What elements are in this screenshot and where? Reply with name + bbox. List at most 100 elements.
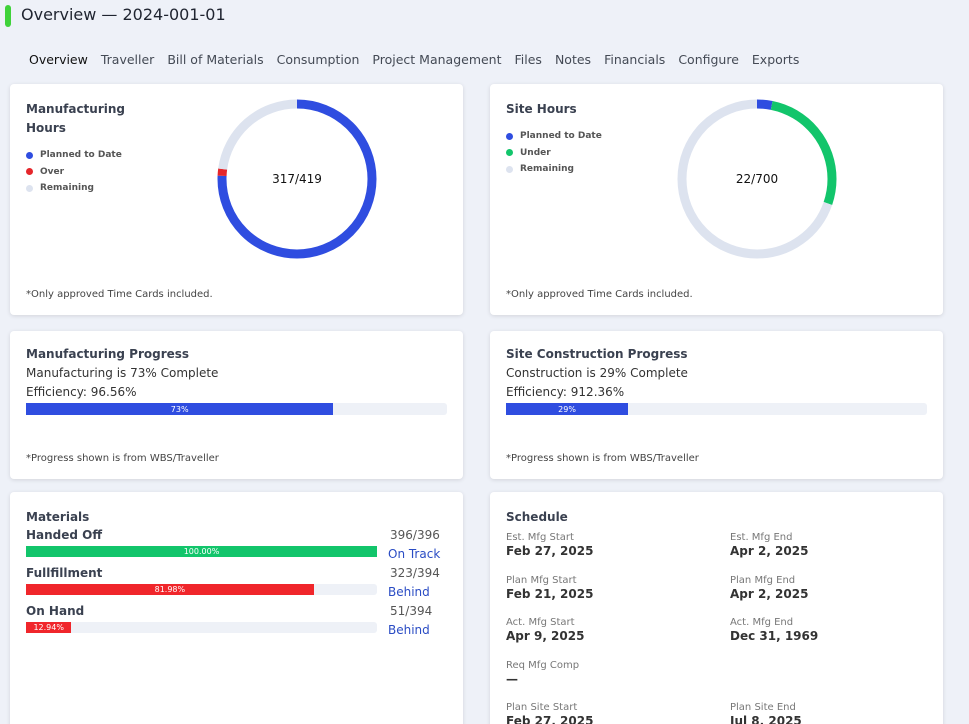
- progress-track: 100.00%: [26, 546, 377, 557]
- schedule-item: Req Mfg Comp —: [506, 660, 579, 686]
- legend-item: Remaining: [26, 180, 122, 197]
- status-text: Construction is 29% Complete: [506, 366, 688, 380]
- legend-label: Under: [520, 147, 551, 158]
- progress-track: 12.94%: [26, 622, 377, 633]
- legend-marker: [26, 184, 33, 192]
- tab[interactable]: Exports: [751, 52, 800, 67]
- card: Manufacturing Progress Manufacturing is 7…: [10, 331, 463, 479]
- schedule-value: Apr 9, 2025: [506, 629, 585, 643]
- donut-segment: [217, 99, 377, 259]
- card: Site Hours Planned to Date Under Remaining 2…: [490, 84, 943, 315]
- item-name: Handed Off: [26, 528, 103, 542]
- schedule-item: Plan Site End Jul 8, 2025: [730, 702, 802, 724]
- legend-label: Planned to Date: [40, 150, 122, 161]
- progress-bar: 12.94%: [26, 622, 72, 633]
- center-label: 22/700: [735, 172, 779, 186]
- legend-item: Under: [506, 145, 602, 162]
- legend-label: Over: [40, 166, 65, 177]
- progress-bar: 29%: [506, 403, 629, 415]
- card-title: Manufacturing Hours: [26, 102, 125, 135]
- card: Schedule Est. Mfg Start Feb 27, 2025 Est. M…: [490, 492, 943, 724]
- item-status: Behind: [388, 585, 430, 599]
- schedule-value: Apr 2, 2025: [730, 586, 809, 601]
- schedule-item: Act. Mfg Start Apr 9, 2025: [506, 617, 584, 643]
- item-count: 51/394: [390, 604, 433, 618]
- schedule-label: Plan Site End: [730, 702, 796, 713]
- footnote: *Progress shown is from WBS/Traveller: [506, 453, 699, 464]
- progress-track: 73%: [26, 403, 447, 415]
- tab[interactable]: Notes: [554, 52, 592, 67]
- donut-segment: [677, 99, 837, 259]
- tab[interactable]: Financials: [604, 52, 666, 67]
- tab[interactable]: Bill of Materials: [167, 52, 264, 67]
- legend-marker: [26, 168, 33, 176]
- tab[interactable]: Traveller: [100, 52, 155, 67]
- schedule-label: Req Mfg Comp: [506, 659, 580, 671]
- status-text: Manufacturing is 73% Complete: [26, 366, 219, 380]
- tab[interactable]: Overview: [29, 52, 88, 67]
- schedule-value: Jul 8, 2025: [730, 714, 802, 724]
- tab[interactable]: Project Management: [372, 52, 502, 67]
- card-title: Manufacturing Progress: [26, 347, 190, 361]
- legend-item: Planned to Date: [506, 128, 602, 145]
- legend-marker: [506, 132, 513, 140]
- tab-bar: Overview Traveller Bill of Materials Consum…: [29, 52, 799, 67]
- item-status: Behind: [388, 623, 430, 637]
- item-name: Fullfillment: [26, 566, 103, 580]
- legend: Planned to Date Under Remaining: [506, 128, 602, 178]
- progress-track: 29%: [506, 403, 927, 415]
- footnote: *Only approved Time Cards included.: [506, 289, 693, 300]
- schedule-label: Est. Mfg End: [730, 532, 793, 543]
- schedule-item: Plan Mfg End Apr 2, 2025: [730, 575, 808, 601]
- item-count: 323/394: [390, 566, 440, 580]
- donut: [677, 99, 837, 259]
- tab[interactable]: Configure: [678, 52, 739, 67]
- efficiency-text: Efficiency: 96.56%: [26, 385, 137, 399]
- legend: Planned to Date Over Remaining: [26, 147, 122, 197]
- schedule-label: Act. Mfg End: [730, 617, 794, 628]
- donut: [217, 99, 377, 259]
- legend-marker: [506, 149, 513, 157]
- legend-item: Planned to Date: [26, 147, 122, 164]
- schedule-value: Dec 31, 1969: [730, 629, 819, 643]
- card-title: Schedule: [506, 510, 568, 524]
- item-name: On Hand: [26, 604, 85, 618]
- progress-bar: 81.98%: [26, 584, 314, 595]
- schedule-item: Act. Mfg End Dec 31, 1969: [730, 617, 818, 643]
- card: Site Construction Progress Construction i…: [490, 331, 943, 479]
- legend-marker: [506, 165, 513, 173]
- progress-track: 81.98%: [26, 584, 377, 595]
- schedule-item: Est. Mfg End Apr 2, 2025: [730, 532, 808, 558]
- schedule-item: Est. Mfg Start Feb 27, 2025: [506, 532, 593, 558]
- schedule-label: Est. Mfg Start: [506, 532, 574, 543]
- item-status: On Track: [388, 547, 441, 561]
- card: Manufacturing Hours Planned to Date Over Re…: [10, 84, 463, 315]
- legend-label: Planned to Date: [520, 131, 602, 142]
- schedule-value: Feb 27, 2025: [506, 544, 594, 558]
- schedule-item: Plan Mfg Start Feb 21, 2025: [506, 575, 593, 601]
- efficiency-text: Efficiency: 912.36%: [506, 385, 625, 399]
- schedule-label: Plan Mfg Start: [506, 574, 577, 586]
- schedule-item: Plan Site Start Feb 27, 2025: [506, 702, 593, 724]
- legend-marker: [26, 151, 33, 159]
- card-title: Materials: [26, 510, 90, 524]
- footnote: *Progress shown is from WBS/Traveller: [26, 453, 219, 464]
- legend-item: Over: [26, 164, 122, 181]
- item-count: 396/396: [390, 528, 440, 542]
- footnote: *Only approved Time Cards included.: [26, 289, 213, 300]
- progress-bar: 73%: [26, 403, 334, 415]
- schedule-label: Plan Site Start: [506, 702, 578, 713]
- schedule-value: —: [506, 671, 518, 686]
- status-pill: [5, 5, 11, 27]
- page-title: Overview — 2024-001-01: [21, 5, 226, 24]
- tab[interactable]: Consumption: [276, 52, 360, 67]
- schedule-value: Feb 27, 2025: [506, 714, 594, 724]
- donut-segment: [677, 99, 837, 259]
- schedule-value: Feb 21, 2025: [506, 586, 594, 601]
- schedule-label: Plan Mfg End: [730, 574, 796, 586]
- center-label: 317/419: [272, 172, 322, 186]
- tab[interactable]: Files: [514, 52, 542, 67]
- card: Materials Handed Off 396/396 100.00% On Trac…: [10, 492, 463, 724]
- legend-label: Remaining: [40, 183, 94, 194]
